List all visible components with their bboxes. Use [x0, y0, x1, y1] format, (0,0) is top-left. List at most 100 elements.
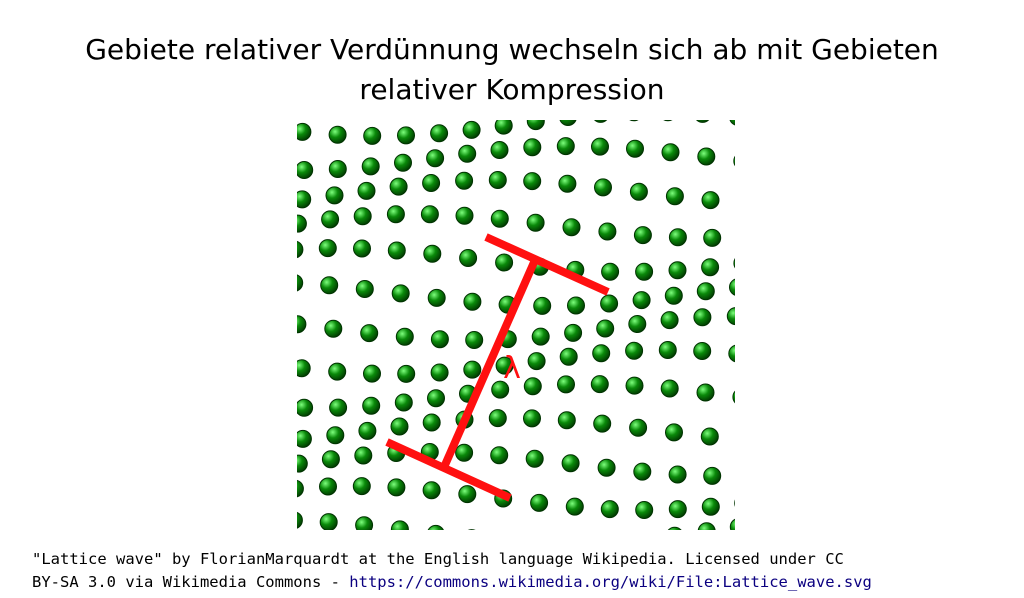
lattice-atom [559, 347, 578, 366]
lattice-atom [565, 497, 584, 516]
lattice-atom [488, 171, 507, 189]
lattice-atom [567, 296, 585, 315]
lattice-atom [523, 138, 542, 157]
lattice-atom [700, 427, 719, 446]
lattice-atom [357, 181, 376, 200]
wavelength-bottom-bar [385, 438, 512, 502]
lattice-atom [363, 126, 382, 145]
lattice-atom [635, 262, 654, 281]
lattice-atom [660, 311, 679, 330]
lattice-wave-diagram: λ [297, 120, 735, 530]
lattice-atom [601, 262, 620, 281]
lattice-atom [324, 319, 343, 338]
lattice-atom [358, 421, 377, 440]
lattice-atom [353, 207, 372, 226]
lattice-atom [629, 418, 648, 437]
title-line-1: Gebiete relativer Verdünnung wechseln si… [85, 33, 939, 66]
lattice-atom [430, 124, 449, 143]
lattice-atom [387, 241, 406, 260]
lattice-atom [557, 375, 575, 394]
lattice-atom [629, 120, 639, 122]
lattice-atom [703, 228, 722, 247]
caption-line-2: BY-SA 3.0 via Wikimedia Commons - https:… [32, 571, 1012, 594]
lattice-atom [465, 331, 484, 349]
lattice-atom [525, 449, 544, 468]
lattice-atom [361, 157, 380, 176]
lattice-atom [696, 383, 715, 402]
lattice-atom [427, 288, 446, 307]
lattice-atom [556, 137, 575, 156]
lattice-atom [663, 120, 673, 122]
lattice-atom [526, 213, 545, 232]
lattice-atom [430, 363, 449, 382]
lattice-atom [297, 122, 312, 141]
lattice-atom [625, 376, 644, 395]
commons-link[interactable]: https://commons.wikimedia.org/wiki/File:… [349, 573, 872, 591]
lattice-atom [352, 477, 371, 496]
lattice-atoms [297, 120, 735, 530]
lattice-atom [668, 500, 687, 519]
lattice-atom [427, 389, 445, 408]
lattice-atom [318, 239, 337, 258]
lattice-atom [458, 144, 477, 163]
lattice-atom [430, 330, 449, 349]
lattice-atom [455, 443, 474, 462]
lattice-wave-figure: λ [297, 120, 735, 530]
lattice-atom [733, 155, 735, 167]
lattice-atom [594, 178, 612, 197]
lattice-atom [328, 125, 347, 144]
lattice-atom [728, 344, 735, 363]
lattice-atom [598, 222, 617, 241]
lattice-atom [420, 205, 439, 224]
lattice-atom [297, 274, 304, 292]
lattice-atom [693, 308, 712, 327]
lattice-atom [395, 327, 414, 346]
lattice-atom [533, 296, 552, 315]
lattice-atom [523, 172, 542, 191]
lattice-atom [326, 426, 345, 445]
lattice-atom [329, 398, 348, 417]
lattice-atom [701, 191, 720, 210]
lattice-atom [297, 511, 303, 529]
lattice-atom [562, 218, 581, 237]
lattice-atom [696, 282, 715, 301]
lattice-atom [629, 182, 648, 201]
lattice-atom [494, 120, 513, 135]
lattice-atom [463, 292, 482, 311]
lattice-atom [321, 210, 340, 229]
lattice-atom [297, 398, 314, 417]
lattice-atom [664, 286, 683, 305]
title-line-2: relativer Kompression [359, 73, 665, 106]
lattice-atom [389, 177, 408, 196]
lattice-atom [531, 327, 550, 346]
lattice-atom [386, 205, 405, 224]
lattice-atom [526, 120, 545, 131]
lattice-atom [328, 160, 347, 178]
lattice-atom [297, 190, 312, 209]
lattice-atom [667, 526, 682, 530]
lattice-atom [297, 429, 312, 448]
lattice-atom [355, 280, 374, 298]
lattice-atom [633, 462, 652, 481]
lattice-atom [491, 380, 510, 399]
lattice-atom [726, 307, 735, 326]
lattice-atom [564, 323, 583, 342]
lattice-atom [394, 153, 412, 172]
lattice-atom [325, 186, 344, 205]
lattice-atom [319, 477, 337, 496]
lattice-atom [590, 375, 609, 394]
lattice-atom [387, 478, 406, 497]
lattice-atom [362, 396, 381, 415]
lattice-atom [423, 244, 442, 263]
lattice-atom [626, 139, 644, 158]
lattice-atom [458, 485, 477, 504]
lattice-atom [597, 458, 616, 477]
lattice-atom [297, 240, 304, 259]
lattice-atom [661, 143, 680, 162]
lattice-atom [695, 120, 710, 123]
lattice-atom [427, 524, 444, 530]
lattice-atom [422, 174, 441, 192]
lattice-atom [354, 446, 373, 465]
lattice-atom [360, 324, 379, 343]
lattice-atom [297, 161, 314, 179]
